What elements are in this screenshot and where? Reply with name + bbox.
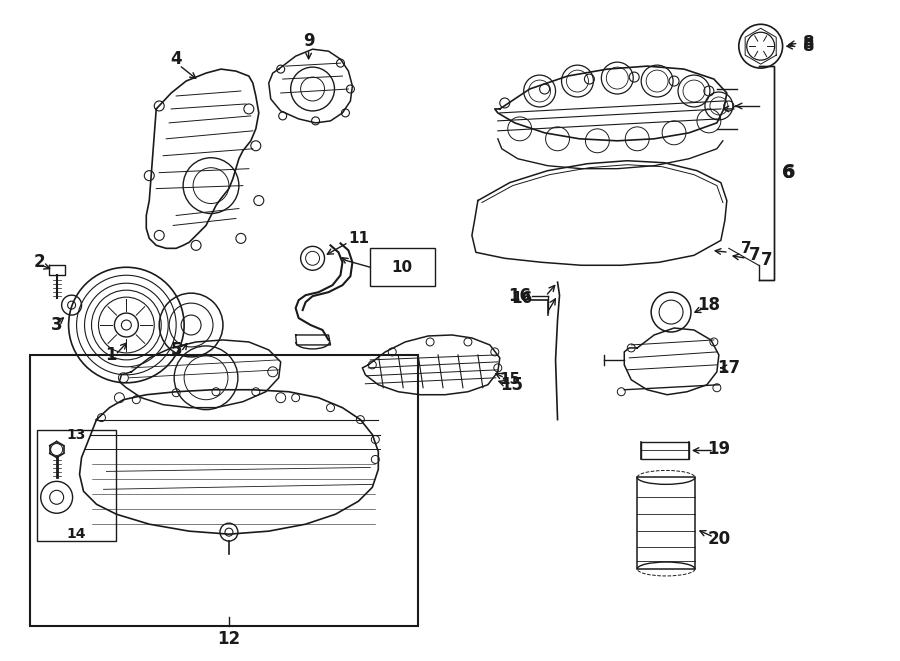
Text: 8: 8 — [803, 37, 815, 56]
Text: 13: 13 — [67, 428, 86, 442]
Bar — [37, 430, 116, 541]
Bar — [30, 355, 419, 626]
Text: 15: 15 — [500, 372, 520, 387]
Text: 4: 4 — [170, 50, 182, 68]
Text: 6: 6 — [782, 163, 796, 182]
Bar — [370, 249, 435, 286]
Text: 17: 17 — [717, 359, 741, 377]
Bar — [637, 477, 695, 569]
Text: 19: 19 — [707, 440, 731, 459]
Text: 18: 18 — [698, 296, 720, 314]
Text: 7: 7 — [742, 241, 752, 256]
Text: 12: 12 — [218, 630, 240, 648]
Text: 6: 6 — [782, 164, 795, 182]
Text: 16: 16 — [508, 287, 531, 305]
Text: 20: 20 — [707, 530, 731, 548]
Bar — [641, 442, 689, 459]
Text: 5: 5 — [170, 341, 182, 359]
Text: 2: 2 — [34, 253, 46, 271]
Text: 10: 10 — [392, 260, 413, 275]
Text: 16: 16 — [511, 291, 532, 305]
Text: 9: 9 — [302, 32, 314, 50]
Text: 14: 14 — [67, 527, 86, 541]
Text: 8: 8 — [803, 34, 815, 52]
Text: 7: 7 — [760, 251, 772, 269]
Text: 7: 7 — [749, 247, 760, 264]
Text: 3: 3 — [50, 316, 62, 334]
Text: 1: 1 — [105, 346, 117, 364]
Text: 11: 11 — [348, 231, 369, 246]
Text: 15: 15 — [500, 375, 523, 394]
